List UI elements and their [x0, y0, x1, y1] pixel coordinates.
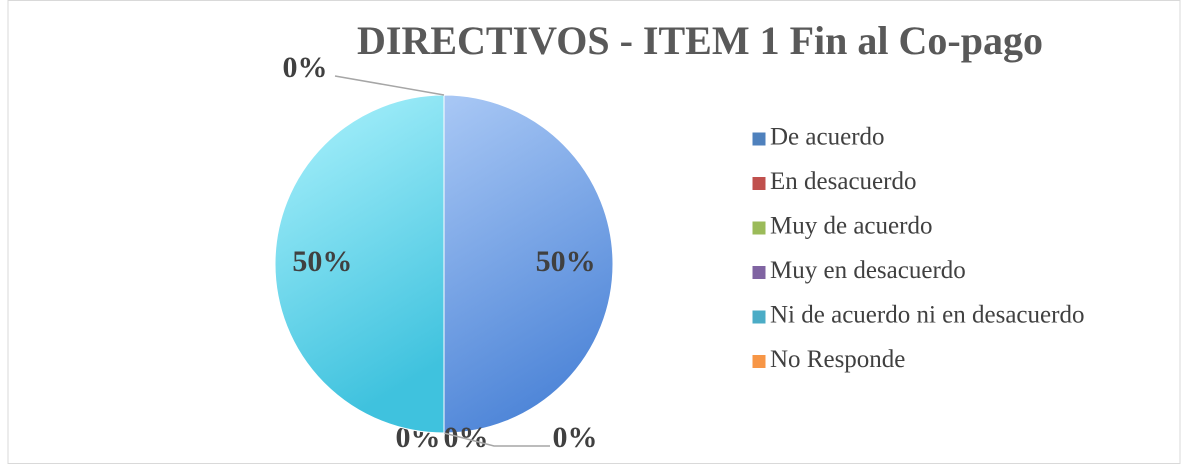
legend-label: Muy de acuerdo — [770, 213, 932, 240]
legend-swatch — [751, 220, 767, 236]
data-label: 50% — [292, 245, 352, 278]
pie-slice — [274, 94, 445, 434]
data-label: 0% — [283, 51, 328, 84]
data-label: 0% — [553, 421, 598, 454]
legend-label: Muy en desacuerdo — [770, 257, 966, 284]
legend-swatch — [751, 309, 767, 325]
data-label: 50% — [536, 245, 596, 278]
legend-swatch — [751, 131, 767, 147]
chart-title: DIRECTIVOS - ITEM 1 Fin al Co-pago — [357, 18, 1043, 63]
leader-line — [334, 75, 445, 96]
legend-label: En desacuerdo — [770, 168, 916, 195]
legend-label: Ni de acuerdo ni en desacuerdo — [770, 302, 1084, 329]
legend-label: No Responde — [770, 346, 905, 373]
legend-label: De acuerdo — [770, 124, 885, 151]
pie-slice — [443, 94, 614, 434]
legend-swatch — [751, 354, 767, 369]
data-label: 0% — [444, 421, 489, 454]
leader-line — [443, 432, 550, 447]
legend-swatch — [751, 176, 767, 191]
legend-swatch — [751, 265, 767, 280]
